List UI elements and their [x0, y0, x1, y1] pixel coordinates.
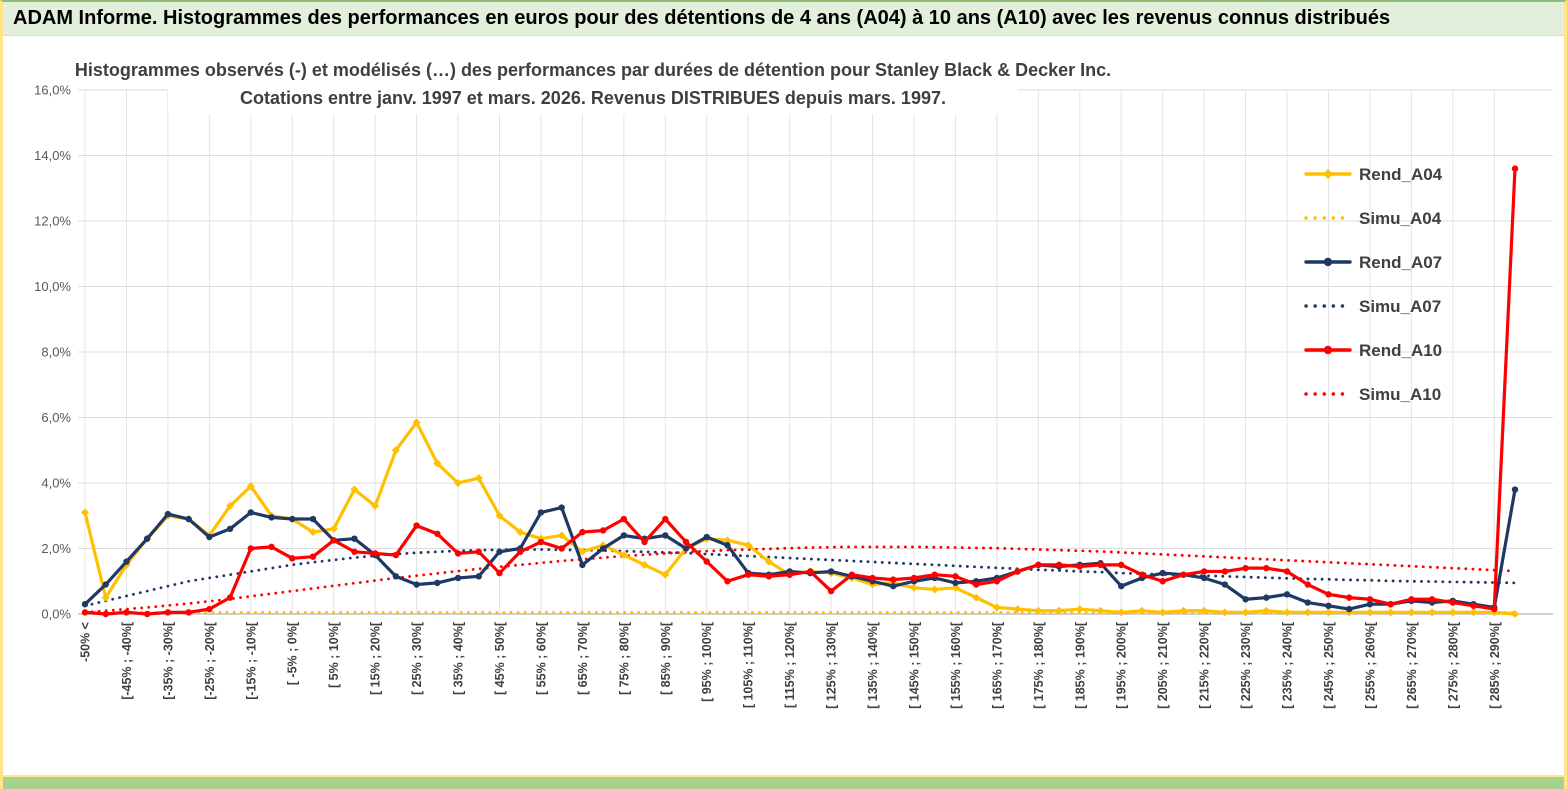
x-tick-label: [ 215% ; 220%[ — [1198, 621, 1212, 709]
x-tick-label: [ 255% ; 260%[ — [1363, 621, 1377, 709]
chart-title: Histogrammes observés (-) et modélisés (… — [75, 50, 1111, 114]
x-tick-label: [ 155% ; 160%[ — [949, 621, 963, 709]
legend-entry-simu_a04[interactable]: Simu_A04 — [1304, 209, 1442, 228]
y-tick-label: 2,0% — [41, 541, 71, 556]
series-Simu_A10 — [83, 545, 1517, 614]
chart-title-line1: Histogrammes observés (-) et modélisés (… — [75, 60, 1111, 80]
legend-entry-rend_a04[interactable]: Rend_A04 — [1304, 165, 1443, 184]
y-axis-labels: 0,0% 2,0% 4,0% 6,0% 8,0% 10,0% 12,0% 14,0% 16,0% — [34, 83, 71, 622]
legend-label: Rend_A04 — [1359, 165, 1443, 184]
y-tick-label: 12,0% — [34, 214, 71, 229]
x-tick-label: [ 55% ; 60%[ — [534, 621, 548, 695]
y-tick-label: 4,0% — [41, 476, 71, 491]
series-Rend_A10 — [81, 165, 1519, 618]
x-tick-label: [-15% ; -10%[ — [244, 621, 258, 700]
legend: Rend_A04 Simu_A04 Rend_A07 Simu_A07 Rend_A10… — [1304, 165, 1443, 404]
legend-label: Rend_A10 — [1359, 341, 1442, 360]
x-tick-label: [ 95% ; 100%[ — [700, 621, 714, 702]
series-Simu_A07 — [83, 548, 1517, 608]
x-tick-label: [ 85% ; 90%[ — [659, 621, 673, 695]
x-axis-labels: -50% < [-45% ; -40%[ [-35% ; -30%[ [-25% ; … — [79, 621, 1502, 709]
legend-label: Simu_A07 — [1359, 297, 1441, 316]
x-tick-label: [ 205% ; 210%[ — [1156, 621, 1170, 709]
y-tick-label: 8,0% — [41, 345, 71, 360]
legend-entry-rend_a07[interactable]: Rend_A07 — [1304, 253, 1442, 272]
x-tick-label: [-45% ; -40%[ — [120, 621, 134, 700]
x-tick-label: [ 195% ; 200%[ — [1115, 621, 1129, 709]
x-tick-label: [ 15% ; 20%[ — [369, 621, 383, 695]
y-tick-label: 10,0% — [34, 279, 71, 294]
x-tick-label: [-25% ; -20%[ — [203, 621, 217, 700]
x-tick-label: [ 185% ; 190%[ — [1073, 621, 1087, 709]
x-tick-label: [ 175% ; 180%[ — [1032, 621, 1046, 709]
chart-title-line2: Cotations entre janv. 1997 et mars. 2026… — [240, 88, 946, 108]
banner: ADAM Informe. Histogrammes des performan… — [3, 2, 1564, 36]
y-tick-label: 16,0% — [34, 83, 71, 98]
y-tick-label: 0,0% — [41, 607, 71, 622]
x-tick-label: [ 165% ; 170%[ — [990, 621, 1004, 709]
bottom-bar — [3, 775, 1564, 789]
x-tick-label: [ 115% ; 120%[ — [783, 621, 797, 708]
x-tick-label: [ 75% ; 80%[ — [617, 621, 631, 695]
x-tick-label: -50% < — [79, 622, 93, 662]
y-tick-label: 14,0% — [34, 148, 71, 163]
x-tick-label: [ 45% ; 50%[ — [493, 621, 507, 695]
x-tick-label: [ -5% ; 0%[ — [286, 621, 300, 685]
legend-entry-simu_a10[interactable]: Simu_A10 — [1304, 385, 1441, 404]
x-tick-label: [ 225% ; 230%[ — [1239, 621, 1253, 709]
x-tick-label: [ 275% ; 280%[ — [1446, 621, 1460, 709]
x-tick-label: [ 65% ; 70%[ — [576, 621, 590, 695]
x-tick-label: [ 145% ; 150%[ — [907, 621, 921, 709]
legend-label: Simu_A04 — [1359, 209, 1442, 228]
chart-area: 0,0% 2,0% 4,0% 6,0% 8,0% 10,0% 12,0% 14,0% 16,0%… — [3, 36, 1567, 776]
x-tick-label: [ 5% ; 10%[ — [327, 621, 341, 688]
x-tick-label: [ 245% ; 250%[ — [1322, 621, 1336, 709]
legend-label: Rend_A07 — [1359, 253, 1442, 272]
y-tick-label: 6,0% — [41, 410, 71, 425]
x-tick-label: [ 265% ; 270%[ — [1405, 621, 1419, 709]
gridlines — [78, 89, 1553, 614]
x-tick-label: [ 25% ; 30%[ — [410, 621, 424, 695]
x-tick-label: [ 235% ; 240%[ — [1281, 621, 1295, 709]
performance-histogram-chart[interactable]: 0,0% 2,0% 4,0% 6,0% 8,0% 10,0% 12,0% 14,0% 16,0%… — [3, 36, 1567, 776]
x-tick-label: [ 125% ; 130%[ — [825, 621, 839, 709]
legend-label: Simu_A10 — [1359, 385, 1441, 404]
series-Rend_A07 — [81, 486, 1519, 613]
x-tick-label: [-35% ; -30%[ — [161, 621, 175, 700]
x-tick-label: [ 285% ; 290%[ — [1488, 621, 1502, 709]
x-tick-label: [ 105% ; 110%[ — [742, 621, 756, 708]
x-tick-label: [ 35% ; 40%[ — [452, 621, 466, 695]
x-tick-label: [ 135% ; 140%[ — [866, 621, 880, 709]
banner-title: ADAM Informe. Histogrammes des performan… — [13, 7, 1391, 29]
legend-entry-simu_a07[interactable]: Simu_A07 — [1304, 297, 1441, 316]
legend-entry-rend_a10[interactable]: Rend_A10 — [1304, 341, 1442, 360]
